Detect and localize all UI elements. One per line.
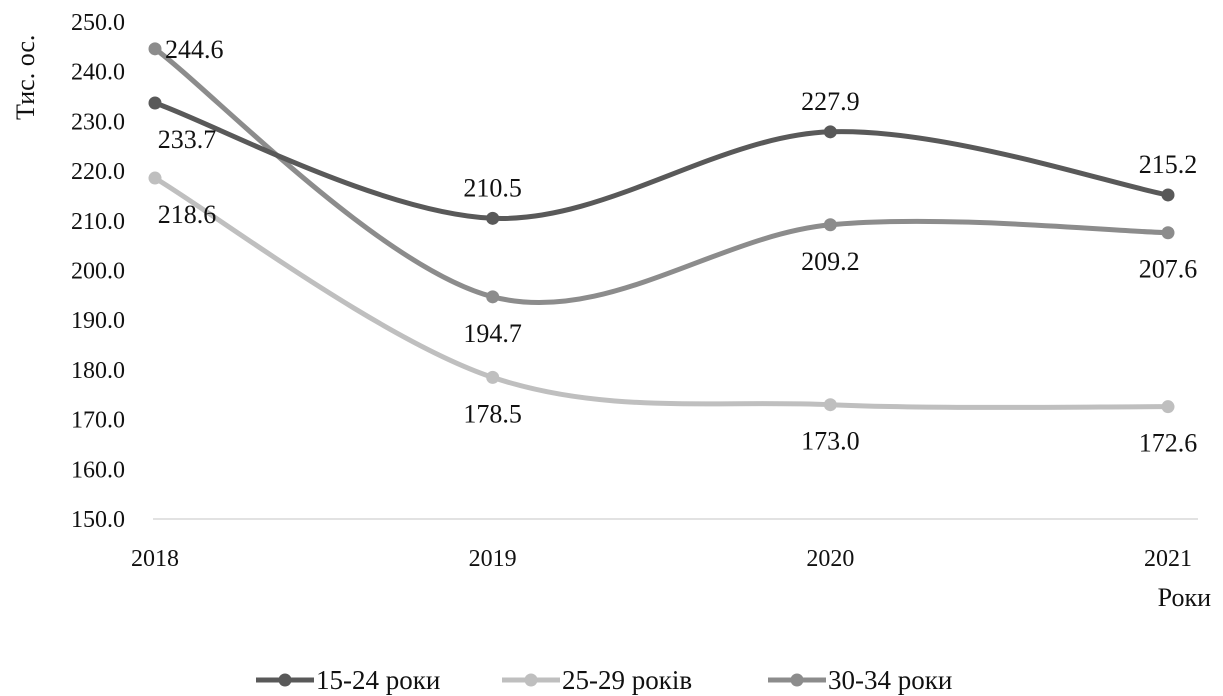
data-point	[486, 290, 500, 304]
y-tick-label: 200.0	[71, 259, 125, 285]
y-tick-label: 150.0	[71, 507, 125, 533]
data-label: 172.6	[1139, 429, 1198, 458]
x-tick-label: 2021	[1144, 546, 1192, 572]
legend-label: 25-29 років	[562, 665, 692, 695]
series-15-24 роки	[148, 96, 1175, 225]
legend-label: 30-34 роки	[828, 665, 952, 695]
y-tick-label: 220.0	[71, 159, 125, 185]
series-line	[152, 100, 1171, 221]
data-label: 215.2	[1139, 150, 1198, 179]
data-point	[148, 42, 162, 56]
data-labels: 218.6 178.5 173.0 172.6 244.6 194.7 209.2 207.6…	[158, 35, 1198, 458]
data-point	[823, 218, 837, 232]
y-tick-label: 210.0	[71, 209, 125, 235]
y-tick-label: 180.0	[71, 358, 125, 384]
data-point	[1161, 226, 1175, 240]
x-axis-ticks: 2018 2019 2020 2021	[131, 546, 1192, 572]
y-axis-ticks: 150.0 160.0 170.0 180.0 190.0 200.0 210.0 220.0…	[71, 10, 125, 533]
y-tick-label: 160.0	[71, 457, 125, 483]
legend-item: 15-24 роки	[256, 665, 440, 695]
data-point	[1161, 188, 1175, 202]
x-tick-label: 2019	[469, 546, 517, 572]
legend-swatch-marker	[278, 673, 292, 687]
series-group	[148, 42, 1175, 414]
data-label: 210.5	[463, 173, 522, 202]
data-point	[823, 125, 837, 139]
legend-label: 15-24 роки	[316, 665, 440, 695]
y-tick-label: 250.0	[71, 10, 125, 36]
data-label: 173.0	[801, 427, 860, 456]
series-line	[152, 46, 1171, 306]
data-point	[148, 96, 162, 110]
x-tick-label: 2018	[131, 546, 179, 572]
data-label: 218.6	[158, 200, 217, 229]
data-point	[486, 370, 500, 384]
y-tick-label: 240.0	[71, 60, 125, 86]
legend: 15-24 роки 25-29 років 30-34 роки	[256, 665, 952, 695]
legend-swatch-marker	[790, 673, 804, 687]
y-tick-label: 230.0	[71, 109, 125, 135]
data-point	[823, 398, 837, 412]
data-label: 233.7	[158, 125, 217, 154]
legend-item: 25-29 років	[502, 665, 692, 695]
series-line	[152, 175, 1171, 410]
data-label: 207.6	[1139, 255, 1198, 284]
y-axis-title: Тис. ос.	[11, 35, 40, 120]
data-point	[148, 171, 162, 185]
data-label: 244.6	[165, 35, 224, 64]
legend-swatch-marker	[524, 673, 538, 687]
data-point	[1161, 400, 1175, 414]
y-tick-label: 170.0	[71, 408, 125, 434]
x-axis-title: Роки	[1158, 583, 1211, 612]
series-30-34 роки	[148, 42, 1175, 306]
data-label: 227.9	[801, 87, 860, 116]
y-tick-label: 190.0	[71, 308, 125, 334]
data-label: 194.7	[463, 319, 522, 348]
series-25-29 років	[148, 171, 1175, 414]
x-tick-label: 2020	[806, 546, 854, 572]
legend-item: 30-34 роки	[768, 665, 952, 695]
data-label: 209.2	[801, 247, 860, 276]
data-label: 178.5	[463, 399, 522, 428]
data-point	[486, 211, 500, 225]
